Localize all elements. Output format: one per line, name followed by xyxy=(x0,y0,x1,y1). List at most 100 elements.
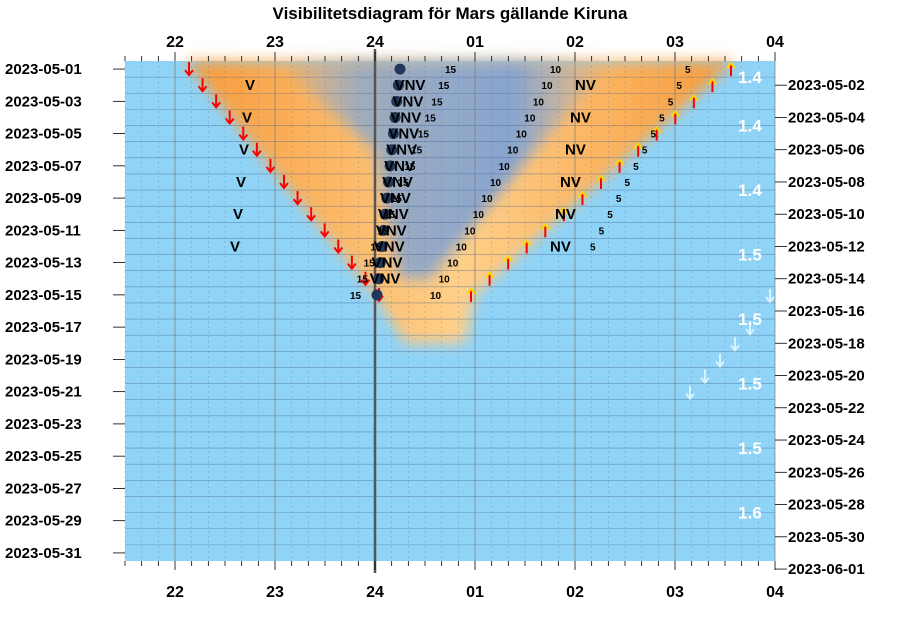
hour-label-top: 02 xyxy=(566,34,584,51)
date-label-left: 2023-05-17 xyxy=(5,319,82,336)
date-label-right: 2023-05-18 xyxy=(788,335,865,352)
altitude-label-15: 15 xyxy=(404,162,416,173)
altitude-label-10: 10 xyxy=(533,97,545,108)
sunrise-arrow-head xyxy=(726,61,736,69)
date-label-left: 2023-05-23 xyxy=(5,416,82,433)
direction-label-wnw: VNV xyxy=(382,174,413,191)
sunrise-arrow xyxy=(484,271,495,286)
date-label-right: 2023-05-24 xyxy=(788,432,865,449)
date-label-left: 2023-05-11 xyxy=(5,222,81,239)
date-label-right: 2023-05-12 xyxy=(788,238,865,255)
altitude-label-15: 15 xyxy=(411,146,423,157)
direction-label-nw: NV xyxy=(565,142,586,159)
sunset-arrow-head xyxy=(224,117,235,126)
date-label-right: 2023-06-01 xyxy=(788,561,865,578)
sunrise-arrow-head xyxy=(559,206,569,214)
direction-label-wnw: VNV xyxy=(384,158,415,175)
hour-label-top: 01 xyxy=(466,34,484,51)
altitude-label-5: 5 xyxy=(607,210,613,221)
date-label-left: 2023-05-15 xyxy=(5,287,82,304)
date-label-left: 2023-05-09 xyxy=(5,190,82,207)
altitude-label-15: 15 xyxy=(384,210,396,221)
sunset-arrow-head xyxy=(306,214,316,222)
sunrise-arrow xyxy=(726,61,736,77)
sunrise-arrow-head xyxy=(689,93,699,101)
sunrise-arrow xyxy=(503,255,513,270)
altitude-label-5: 5 xyxy=(668,97,674,108)
altitude-label-5: 5 xyxy=(676,81,682,92)
sunrise-arrow-head xyxy=(651,125,662,134)
chart-labels: 22 22 23 23 24 24 01 01 02 02 03 03 04 04 2023-05-01 20… xyxy=(5,34,865,601)
mars-position-dot xyxy=(371,289,383,301)
sunset-arrow-head xyxy=(347,262,357,271)
mars-position-dot xyxy=(387,128,399,140)
hour-label-bottom: 23 xyxy=(266,584,284,601)
altitude-label-15: 15 xyxy=(391,194,403,205)
sunrise-arrow-head xyxy=(466,287,476,295)
date-label-right: 2023-05-04 xyxy=(788,109,865,126)
moon-arrow xyxy=(685,385,695,401)
altitude-label-15: 15 xyxy=(418,130,430,141)
altitude-label-10: 10 xyxy=(541,81,553,92)
mars-position-dot xyxy=(376,240,388,252)
chart-title: Visibilitetsdiagram för Mars gällande Ki… xyxy=(273,4,628,23)
mars-position-dot xyxy=(391,95,403,107)
moon-arrow xyxy=(715,353,725,368)
mars-position-dot xyxy=(373,273,385,285)
sunset-arrow-head xyxy=(252,150,262,158)
sunset-arrow xyxy=(347,255,357,271)
altitude-label-10: 10 xyxy=(430,291,442,302)
moon-arrow xyxy=(745,321,755,336)
magnitude-label: 1.5 xyxy=(738,310,762,329)
mars-position-dot xyxy=(392,79,404,91)
moon-arrow xyxy=(700,369,710,385)
direction-label-west: V xyxy=(233,206,243,223)
direction-label-wnw: VNV xyxy=(372,255,403,272)
hour-label-bottom: 04 xyxy=(766,584,784,601)
sunset-arrow xyxy=(292,191,303,206)
mars-position-dot xyxy=(394,63,406,75)
altitude-label-5: 5 xyxy=(590,242,596,253)
mars-position-dot xyxy=(386,144,398,156)
moon-arrow-head xyxy=(715,360,725,368)
date-label-left: 2023-05-29 xyxy=(5,513,82,530)
mars-position-dot xyxy=(379,208,391,220)
direction-label-wnw: VNV xyxy=(380,190,411,207)
mars-position-dot xyxy=(383,176,394,188)
mars-visibility-band xyxy=(275,61,615,279)
sunrise-arrow-head xyxy=(577,190,588,198)
date-label-right: 2023-05-14 xyxy=(788,271,865,288)
date-label-right: 2023-05-02 xyxy=(788,77,865,94)
sunset-arrow-head xyxy=(197,85,208,93)
sunrise-arrow xyxy=(596,174,606,189)
moon-arrow-head xyxy=(685,393,695,401)
direction-label-nw: NV xyxy=(555,206,576,223)
hour-label-bottom: 01 xyxy=(466,584,484,601)
date-label-left: 2023-05-21 xyxy=(5,384,82,401)
mars-position-dot xyxy=(384,160,396,172)
magnitude-label: 1.5 xyxy=(738,439,762,458)
direction-label-nw: NV xyxy=(550,238,571,255)
hour-label-top: 22 xyxy=(166,34,184,51)
sunrise-arrow-head xyxy=(484,271,495,279)
direction-label-nw: NV xyxy=(570,109,591,126)
sunrise-arrow-head xyxy=(521,238,532,247)
altitude-label-15: 15 xyxy=(445,65,457,76)
altitude-label-15: 15 xyxy=(425,113,437,124)
altitude-label-10: 10 xyxy=(473,210,485,221)
altitude-label-10: 10 xyxy=(481,194,493,205)
direction-label-wnw: VNV xyxy=(388,126,419,143)
sunrise-arrow-head xyxy=(540,222,551,230)
altitude-label-15: 15 xyxy=(438,81,450,92)
magnitude-label: 1.4 xyxy=(738,68,762,87)
date-label-right: 2023-05-30 xyxy=(788,529,865,546)
sunset-arrow-head xyxy=(279,182,289,190)
sunrise-arrow xyxy=(577,190,588,206)
moon-arrow-head xyxy=(745,328,755,336)
hour-label-bottom: 03 xyxy=(666,584,684,601)
date-label-left: 2023-05-27 xyxy=(5,480,82,497)
direction-label-west: V xyxy=(242,109,252,126)
altitude-label-10: 10 xyxy=(516,130,528,141)
direction-label-west: V xyxy=(239,142,249,159)
